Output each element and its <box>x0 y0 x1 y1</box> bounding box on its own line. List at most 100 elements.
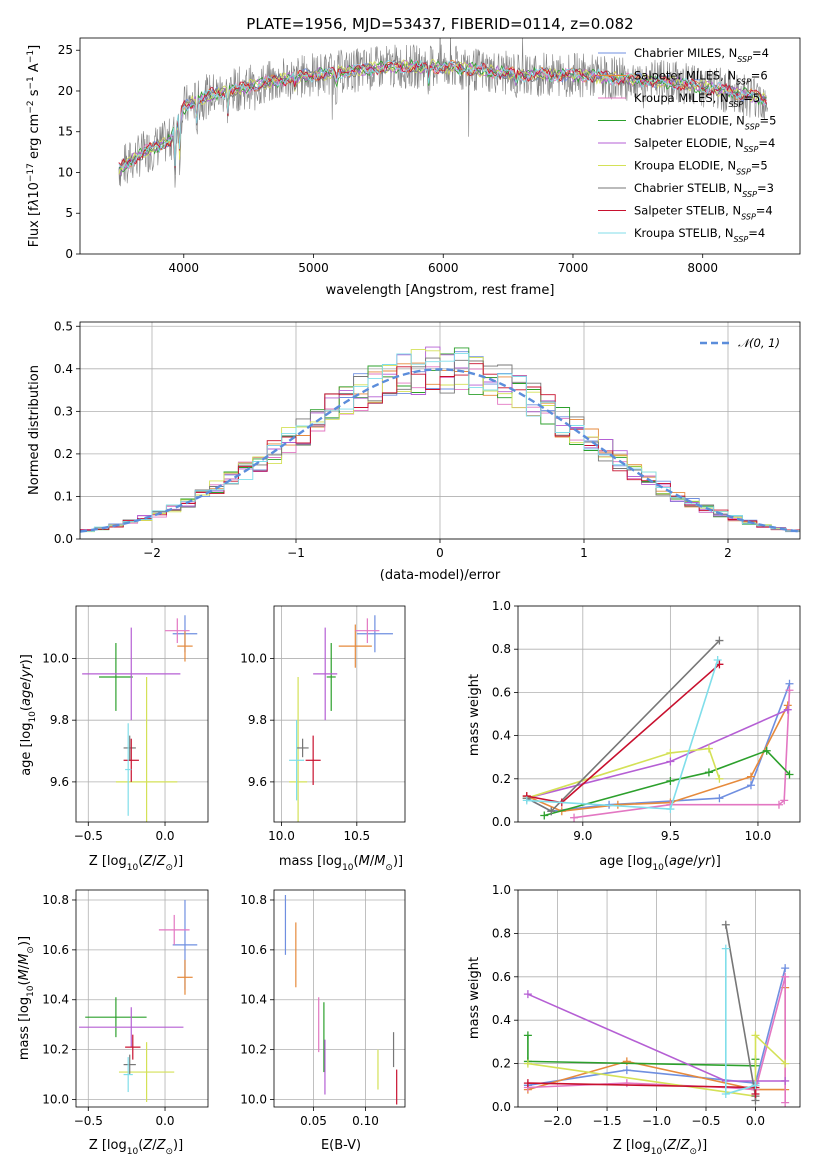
mass-age-x-label-prefix: mass [log <box>279 854 342 869</box>
weight-marker <box>704 768 713 777</box>
legend-n: =4 <box>748 226 765 240</box>
x-tick-label: −0.5 <box>691 1114 720 1128</box>
legend-n: =4 <box>752 46 769 60</box>
age-weight-x-label: age [log10(age/yr)] <box>599 854 721 873</box>
legend-model: Kroupa ELODIE, N <box>634 159 736 173</box>
legend-subscript: SSP <box>736 167 751 176</box>
legend-subscript: SSP <box>745 122 760 131</box>
weight-marker <box>622 1057 631 1066</box>
x-tick-label: 10.0 <box>745 829 772 843</box>
plot-area <box>80 346 800 533</box>
metallicity-age-x-label-prefix: Z [log <box>89 854 127 869</box>
histogram-y-label: Normed distribution <box>27 365 42 495</box>
legend-model: Salpeter STELIB, N <box>634 204 741 218</box>
legend-n: =5 <box>760 114 777 128</box>
y-tick-label: 0.6 <box>492 685 511 699</box>
y-tick-label: 9.8 <box>50 713 69 727</box>
metallicity-age-y-label: age [log10(age/yr)] <box>19 654 38 776</box>
normal-curve-line <box>80 368 800 533</box>
legend-label: Chabrier STELIB, NSSP=3 <box>634 181 774 199</box>
weight-line <box>527 1035 757 1067</box>
legend-label: Kroupa MILES, NSSP=5 <box>634 91 760 109</box>
y-tick-label: 0.3 <box>54 404 73 418</box>
weight-marker <box>540 811 549 820</box>
x-tick-label: −2.0 <box>543 1114 572 1128</box>
weight-line <box>526 705 789 813</box>
weight-marker <box>783 705 792 714</box>
legend-subscript: SSP <box>737 55 752 64</box>
y-tick-label: 0.2 <box>492 1057 511 1071</box>
plot-area <box>284 894 398 1105</box>
y-tick-label: 10.8 <box>42 893 69 907</box>
y-tick-label: 9.8 <box>248 713 267 727</box>
x-tick-label: 0.05 <box>300 1114 327 1128</box>
weight-marker <box>781 1098 790 1107</box>
y-tick-label: 10.2 <box>240 1043 267 1057</box>
weight-marker <box>666 748 675 757</box>
spectrum-y-label-prefix: Flux [f <box>27 206 42 247</box>
y-tick-label: 10.4 <box>240 993 267 1007</box>
residual-histogram-panel: −2 −1 0 1 2 0.0 0.1 0.2 0.3 0.4 0.5 𝒩(0, 1) (data-m… <box>27 319 801 583</box>
metallicity-mass-y-label: mass [log10(M/M⊙)] <box>17 936 36 1060</box>
metallicity-weight-y-label: mass weight <box>467 957 482 1039</box>
x-tick-label: −2 <box>143 546 161 560</box>
weight-marker <box>721 944 730 953</box>
weight-line <box>527 967 786 1087</box>
x-tick-label: 8000 <box>687 261 718 275</box>
plot-area <box>523 920 790 1107</box>
weight-line <box>526 640 720 813</box>
weight-marker <box>781 972 790 981</box>
weight-marker <box>762 746 771 755</box>
weight-marker <box>715 774 724 783</box>
plot-area <box>82 615 198 822</box>
mass-age-panel: 10.0 10.5 9.6 9.8 10.0 mass [log10(M/M⊙)] <box>240 605 406 873</box>
weight-marker <box>751 1089 760 1098</box>
weight-marker <box>751 1081 760 1090</box>
weight-marker <box>746 781 755 790</box>
weight-marker <box>781 1076 790 1085</box>
plot-area <box>522 636 794 822</box>
age-weight-panel: 9.0 9.5 10.0 0.0 0.2 0.4 0.6 0.8 1.0 age [log10(… <box>467 599 801 873</box>
legend-model: Chabrier MILES, N <box>634 46 737 60</box>
legend-subscript: SSP <box>742 190 757 199</box>
x-tick-label: 10.0 <box>268 829 295 843</box>
weight-marker <box>666 776 675 785</box>
y-tick-label: 10.6 <box>42 943 69 957</box>
metallicity-age-y-label-prefix: age [log <box>19 723 34 776</box>
x-tick-label: 5000 <box>298 261 329 275</box>
x-tick-label: 0 <box>436 546 444 560</box>
axes-frame <box>75 605 209 823</box>
histogram-x-label: (data-model)/error <box>380 568 501 583</box>
plot-area <box>289 615 393 822</box>
y-tick-label: 0.8 <box>492 926 511 940</box>
x-tick-label: 0.10 <box>352 1114 379 1128</box>
weight-marker <box>746 772 755 781</box>
axes-frame <box>273 889 406 1108</box>
weight-marker <box>780 796 789 805</box>
legend-subscript: SSP <box>736 77 751 86</box>
age-weight-x-label-prefix: age [log <box>599 854 652 869</box>
metallicity-mass-x-label-prefix: Z [log <box>89 1138 127 1153</box>
spectrum-x-label: wavelength [Angstrom, rest frame] <box>326 283 555 298</box>
x-tick-label: −0.5 <box>74 829 103 843</box>
legend-label: Kroupa ELODIE, NSSP=5 <box>634 159 768 177</box>
legend-model: Salpeter MILES, N <box>634 69 736 83</box>
legend-label: Salpeter ELODIE, NSSP=4 <box>634 136 775 154</box>
y-tick-label: 10.0 <box>240 1093 267 1107</box>
weight-line <box>725 924 757 1101</box>
y-tick-label: 0.0 <box>54 532 73 546</box>
weight-marker <box>523 1031 532 1040</box>
x-tick-label: 4000 <box>169 261 200 275</box>
mass-age-x-label: mass [log10(M/M⊙)] <box>279 854 403 873</box>
x-tick-label: −1.5 <box>592 1114 621 1128</box>
legend-model: Kroupa MILES, N <box>634 91 729 105</box>
y-tick-label: 10.0 <box>42 1093 69 1107</box>
weight-marker <box>781 1059 790 1068</box>
age-weight-y-label: mass weight <box>467 674 482 756</box>
legend-label: Kroupa STELIB, NSSP=4 <box>634 226 765 244</box>
x-tick-label: −1 <box>287 546 305 560</box>
weight-marker <box>715 794 724 803</box>
y-tick-label: 0.4 <box>492 1013 511 1027</box>
y-tick-label: 0.5 <box>54 319 73 333</box>
weight-marker <box>613 800 622 809</box>
